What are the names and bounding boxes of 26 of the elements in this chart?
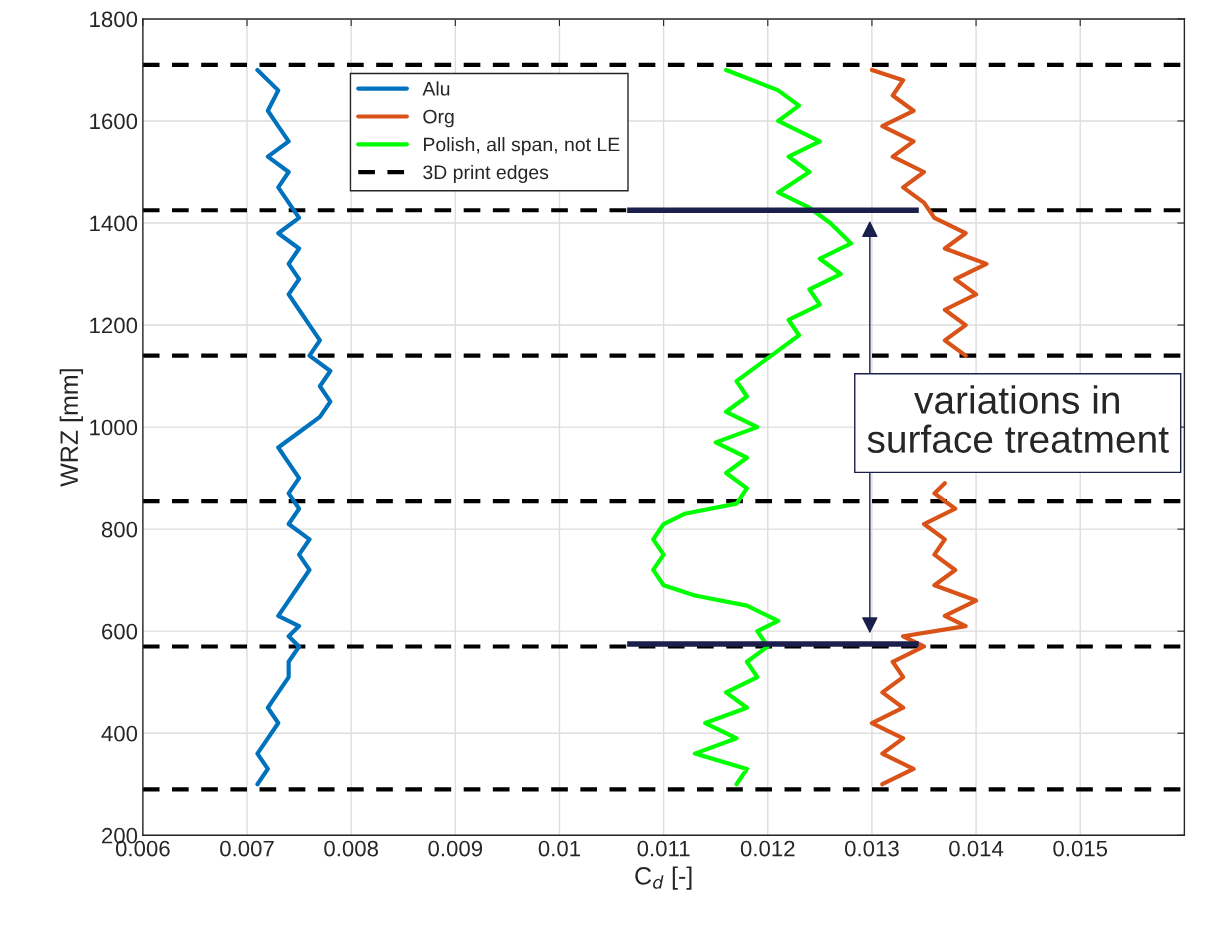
- x-axis-title: C$_{d}$ [-]: [635, 866, 692, 890]
- y-axis-title: WRZ [mm]: [59, 369, 84, 487]
- y-tick-label: 600: [102, 623, 138, 640]
- y-tick-label: 800: [101, 521, 138, 538]
- y-tick-label: 1000: [90, 419, 138, 436]
- legend-label: 3D print edges: [423, 164, 549, 184]
- y-tick-label: 1600: [90, 113, 138, 130]
- x-tick-label: 0.011: [637, 840, 690, 857]
- x-tick-label: 0.013: [844, 840, 899, 857]
- x-tick-label: 0.01: [538, 840, 581, 857]
- x-tick-label: 0.015: [1053, 840, 1108, 857]
- x-tick-label: 0.012: [740, 840, 795, 857]
- y-tick-label: 1400: [90, 215, 138, 232]
- y-tick-label: 400: [101, 725, 138, 742]
- y-tick-label: 1800: [90, 11, 138, 28]
- x-tick-label: 0.009: [428, 840, 483, 857]
- annotation: variations in surface treatment: [867, 385, 1169, 453]
- line-series: [255, 67, 333, 787]
- legend-label: Alu: [422, 81, 450, 96]
- legend-label: Org: [423, 109, 454, 128]
- x-tick-label: 0.008: [324, 840, 378, 857]
- y-tick-label: 1200: [90, 317, 138, 334]
- line-series: [651, 67, 854, 787]
- x-tick-label: 0.007: [220, 840, 274, 857]
- legend-label: Polish, all span, not LE: [424, 137, 620, 156]
- x-tick-label: 0.014: [949, 840, 1004, 857]
